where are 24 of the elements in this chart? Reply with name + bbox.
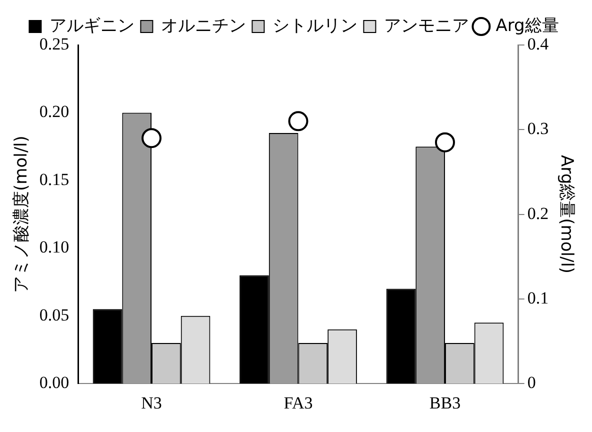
x-tick-label: N3 [141,393,162,412]
y-tick-label: 0.25 [39,34,70,54]
y2-tick-label: 0.4 [527,34,550,54]
y2-axis-title: Arg総量(mol/l) [556,155,576,274]
point [434,132,455,152]
legend-label: Arg総量 [496,16,559,36]
legend-label: オルニチン [161,16,246,36]
x-tick-label: BB3 [429,393,461,412]
y2-tick-label: 0.3 [527,119,549,138]
y-tick-label: 0.20 [39,102,70,122]
legend-label: アンモニア [384,16,470,36]
point [142,128,162,148]
legend-label: シトルリン [272,16,358,36]
y-tick-label: 0.00 [39,373,70,392]
y2-tick-label: 0.2 [527,204,549,223]
y-axis-title: アミノ酸濃度(mol/l) [12,136,32,294]
y2-tick-label: 0.1 [527,288,549,308]
x-tick-label: FA3 [284,393,313,412]
y-tick-label: 0.15 [39,170,70,189]
legend-label: アルギニン [50,16,135,36]
y-tick-label: 0.10 [39,238,70,257]
y2-tick-label: 0 [527,373,536,392]
point [288,111,308,132]
y-tick-label: 0.05 [39,305,70,324]
